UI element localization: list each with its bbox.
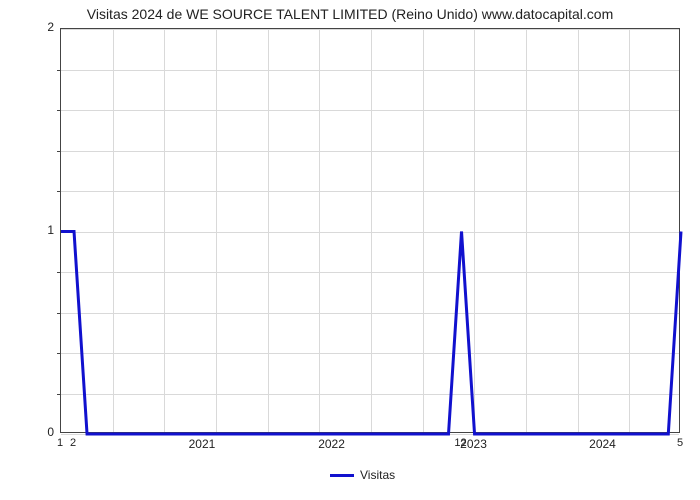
x-axis-label: 2024 <box>589 437 616 451</box>
legend-label: Visitas <box>360 468 395 482</box>
x-axis-label: 1 <box>57 437 63 449</box>
x-axis-label: 5 <box>677 437 683 449</box>
x-axis-label: 2 <box>70 437 76 449</box>
legend: Visitas <box>330 468 395 482</box>
y-axis-label: 0 <box>36 425 54 439</box>
x-axis-label: 2023 <box>460 437 487 451</box>
y-axis-label: 2 <box>36 20 54 34</box>
plot-area <box>60 28 680 433</box>
chart-title: Visitas 2024 de WE SOURCE TALENT LIMITED… <box>0 6 700 22</box>
y-axis-label: 1 <box>36 223 54 237</box>
x-axis-label: 2021 <box>189 437 216 451</box>
x-axis-label: 2022 <box>318 437 345 451</box>
legend-swatch <box>330 474 354 477</box>
data-line <box>61 29 681 434</box>
